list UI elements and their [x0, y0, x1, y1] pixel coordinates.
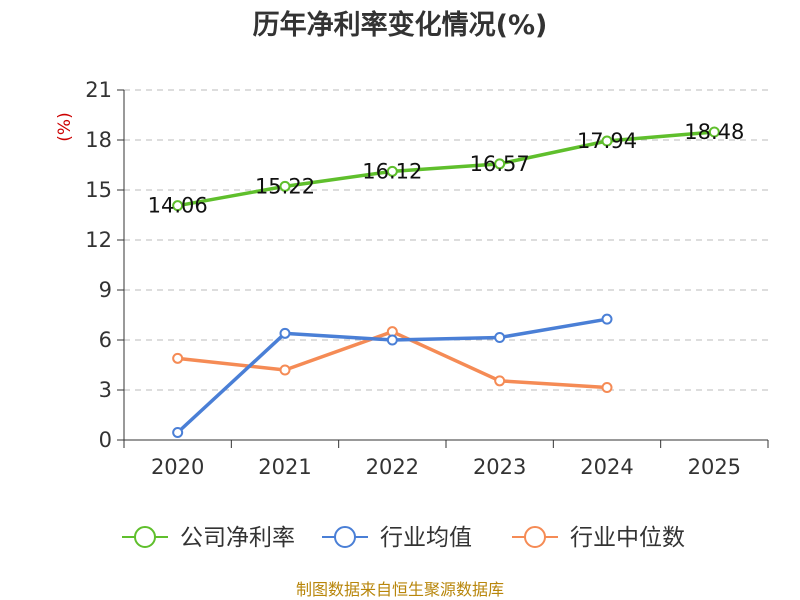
data-point-1-2020: [172, 427, 184, 438]
y-axis-unit: (%): [55, 112, 75, 141]
x-tick-label-2021: 2021: [258, 455, 311, 479]
data-point-0-2025: [708, 126, 720, 138]
legend-label-1[interactable]: 行业均值: [380, 525, 472, 551]
legend[interactable]: 公司净利率 行业均值 行业中位数: [122, 525, 685, 551]
data-source-note: 制图数据来自恒生聚源数据库: [296, 580, 504, 599]
data-label-2020: 14.06: [148, 194, 208, 218]
data-point-2-2021: [279, 364, 291, 376]
data-label-2023: 16.57: [470, 152, 530, 176]
data-point-0-2022: [386, 165, 398, 177]
x-tick-label-2024: 2024: [580, 455, 633, 479]
y-tick-label-9: 9: [99, 278, 112, 302]
y-tick-label-6: 6: [99, 328, 112, 352]
data-label-2021: 15.22: [255, 174, 315, 198]
axes: 0 3 6 9 12 15 18 21 2020 2021 2022 2023 2024 2025: [85, 78, 769, 479]
data-point-2-2020: [172, 352, 184, 364]
chart-title: 历年净利率变化情况(%): [253, 9, 548, 41]
legend-label-0[interactable]: 公司净利率: [180, 525, 295, 551]
y-tick-label-3: 3: [99, 378, 112, 402]
data-point-1-2021: [279, 327, 291, 339]
y-tick-label-21: 21: [85, 78, 112, 102]
x-tick-label-2025: 2025: [688, 455, 741, 479]
series-line-0: [177, 130, 715, 208]
y-tick-label-15: 15: [85, 178, 112, 202]
data-point-1-2023: [494, 332, 506, 343]
data-point-0-2024: [601, 135, 613, 147]
data-point-2-2024: [601, 382, 613, 393]
x-tick-label-2023: 2023: [473, 455, 526, 479]
y-tick-label-18: 18: [85, 128, 112, 152]
data-label-2022: 16.12: [362, 159, 422, 183]
series-lines: [172, 126, 720, 438]
data-label-2025: 18.48: [684, 120, 744, 144]
x-tick-label-2020: 2020: [151, 455, 204, 479]
data-point-1-2024: [601, 313, 613, 325]
data-point-0-2020: [172, 200, 184, 212]
data-point-1-2022: [386, 334, 398, 346]
y-tick-label-12: 12: [85, 228, 112, 252]
legend-label-2[interactable]: 行业中位数: [570, 525, 685, 551]
legend-marker-1[interactable]: [334, 526, 356, 548]
data-label-2024: 17.94: [577, 129, 637, 153]
y-tick-label-0: 0: [99, 428, 112, 452]
legend-marker-2[interactable]: [524, 526, 546, 548]
data-point-2-2023: [494, 375, 506, 387]
data-point-0-2023: [494, 158, 506, 170]
data-point-0-2021: [279, 180, 291, 192]
x-tick-label-2022: 2022: [366, 455, 419, 479]
data-labels: 14.06 15.22 16.12 16.57 17.94 18.48: [148, 120, 745, 218]
legend-marker-0[interactable]: [134, 526, 156, 548]
